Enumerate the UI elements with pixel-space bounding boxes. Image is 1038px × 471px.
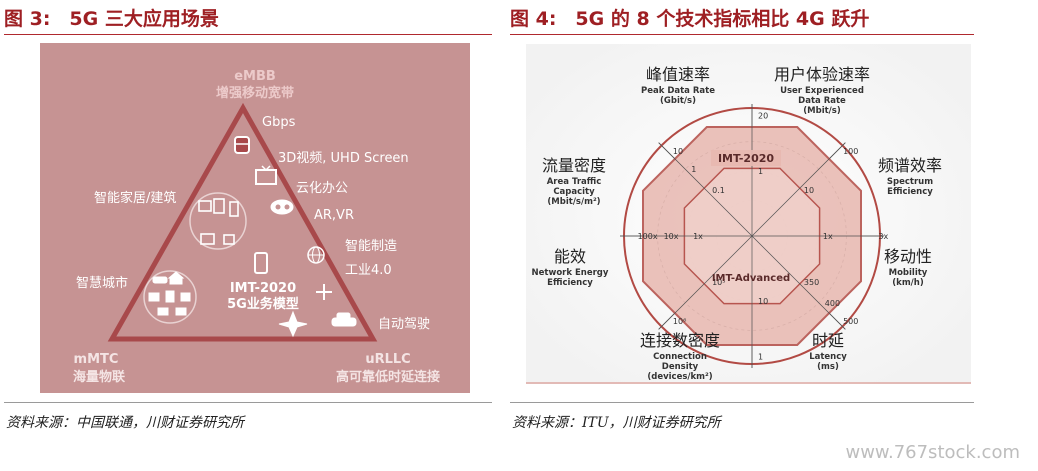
radar-chart: 20 1 100 10 3x 1x 500 350 400 1 10 10⁶ 10⁵ 100x 1x 10x 1… [526,44,971,384]
axis-label-en-3-1: (km/h) [892,278,924,288]
axis-label-en-2-0: Spectrum [887,177,933,187]
tick-imt-adv-7: 0.1 [712,186,725,195]
axis-label-en-4-1: (ms) [817,362,839,372]
smart-city-label: 智慧城市 [76,275,128,291]
tv-icon [255,165,277,185]
embb-cn-label: 增强移动宽带 [216,85,294,101]
car-icon [331,312,357,327]
axis-label-en-2-1: Efficiency [887,187,933,197]
scenario-diagram: eMBB 增强移动宽带 mMTC 海量物联 uRLLC 高可靠低时延连接 IMT… [73,69,440,385]
footer-rule [4,402,492,403]
axis-label-en-3-0: Mobility [889,268,928,278]
smart-mfg-label: 智能制造 [345,239,397,254]
left-figure: 图 3: 5G 三大应用场景 eMBB 增强移动宽带 mMTC 海量物联 uRL… [0,0,500,471]
axis-label-en-5-2: (devices/km²) [647,372,712,382]
database-icon [234,136,250,154]
smart-city-circle [143,270,197,324]
embb-label: eMBB [234,69,276,84]
smart-home-label: 智能家居/建筑 [94,190,176,206]
footer-rule [510,402,974,403]
right-figure: 图 4: 5G 的 8 个技术指标相比 4G 跃升 20 1 100 10 3x 1x 50… [506,0,1038,471]
tick-imt-adv-4: 10 [758,297,768,306]
axis-label-en-6-1: Efficiency [547,278,593,288]
ar-vr-label: AR,VR [314,208,354,223]
gbps-label: Gbps [262,115,296,130]
radar-spoke-overlay-7 [658,142,753,237]
tick-imt2020-1: 100 [843,147,858,156]
axis-label-en-7-1: Capacity [553,187,595,197]
tick-imt-adv-0: 1 [758,167,763,176]
plane-icon [278,310,308,338]
figure-4-source: 资料来源：ITU，川财证券研究所 [512,415,721,431]
auto-drive-label: 自动驾驶 [378,317,430,332]
globe-icon [307,246,325,264]
axis-label-en-7-0: Area Traffic [547,177,602,187]
series-label-imt2020: IMT-2020 [718,152,774,165]
tick-extra-7: 1 [691,165,696,174]
tick-imt2020-5: 10⁶ [673,317,686,326]
axis-label-en-6-0: Network Energy [532,268,609,278]
axis-label-cn-0: 峰值速率 [646,65,710,84]
axis-label-en-4-0: Latency [809,352,847,362]
axis-label-en-1-1: Data Rate [798,96,846,106]
axis-label-cn-2: 频谱效率 [878,156,942,175]
smart-city-icons [148,271,191,316]
mmtc-label: mMTC [74,352,119,367]
radar-spoke-overlay-1 [751,142,846,237]
industry-label: 工业4.0 [345,263,392,278]
center-label-2: 5G业务模型 [227,296,299,312]
tick-imt-adv-5: 10⁵ [712,278,725,287]
series-label-imt-advanced: IMT-Advanced [712,273,790,284]
axis-label-cn-6: 能效 [554,247,586,266]
tick-extra-6: 10x [664,232,679,241]
figure-3-source: 资料来源：中国联通，川财证券研究所 [6,415,244,431]
title-rule [510,34,974,35]
tick-imt2020-7: 10 [673,147,683,156]
radar-ticks: 20 1 100 10 3x 1x 500 350 400 1 10 10⁶ 10⁵ 100x 1x 10x 1… [638,112,889,362]
title-rule [4,34,492,35]
drone-icon [316,284,332,300]
phone-icon [254,252,268,274]
axis-label-en-5-0: Connection [653,352,707,362]
watermark-text: www.767stock.com [845,442,1020,463]
scenario-triangle [107,102,378,342]
axis-label-cn-7: 流量密度 [542,156,606,175]
mmtc-cn-label: 海量物联 [73,369,125,385]
tick-imt-adv-2: 1x [823,232,833,241]
axis-label-en-7-2: (Mbit/s/m²) [547,197,600,207]
center-label-1: IMT-2020 [230,281,296,296]
uhd-label: 3D视频, UHD Screen [278,151,409,166]
tick-imt2020-6: 100x [638,232,658,241]
cloud-office-label: 云化办公 [296,181,348,196]
radar-axis-labels: 峰值速率 Peak Data Rate(Gbit/s) 用户体验速率 User Exp… [532,65,942,382]
axis-label-cn-5: 连接数密度 [640,331,720,350]
axis-label-en-0-1: (Gbit/s) [660,96,696,106]
axis-label-cn-3: 移动性 [884,247,932,266]
axis-label-en-5-1: Density [662,362,699,372]
figure-4-title: 图 4: 5G 的 8 个技术指标相比 4G 跃升 [510,8,870,30]
axis-label-en-0-0: Peak Data Rate [641,86,715,96]
tick-imt2020-4: 1 [758,352,763,361]
vr-headset-icon [270,199,294,215]
figure-3-title: 图 3: 5G 三大应用场景 [4,8,219,30]
tick-imt-adv-1: 10 [804,186,814,195]
tick-extra-3: 400 [825,299,840,308]
urllc-label: uRLLC [365,352,410,367]
axis-label-en-1-2: (Mbit/s) [803,106,841,116]
axis-label-en-1-0: User Experienced [780,86,864,96]
tick-imt-adv-6: 1x [693,232,703,241]
smart-home-devices-icon [198,198,239,245]
radar-spoke-overlay-5 [658,235,753,330]
radar-shapes [620,104,884,368]
smart-home-circle [189,192,247,250]
tick-imt-adv-3: 350 [804,278,819,287]
axis-label-cn-4: 时延 [812,331,844,350]
axis-label-cn-1: 用户体验速率 [774,65,870,84]
tick-imt2020-0: 20 [758,112,768,121]
radar-spoke-overlay-3 [751,235,846,330]
tick-imt2020-3: 500 [843,317,858,326]
tick-imt2020-2: 3x [878,232,888,241]
urllc-cn-label: 高可靠低时延连接 [336,369,440,385]
